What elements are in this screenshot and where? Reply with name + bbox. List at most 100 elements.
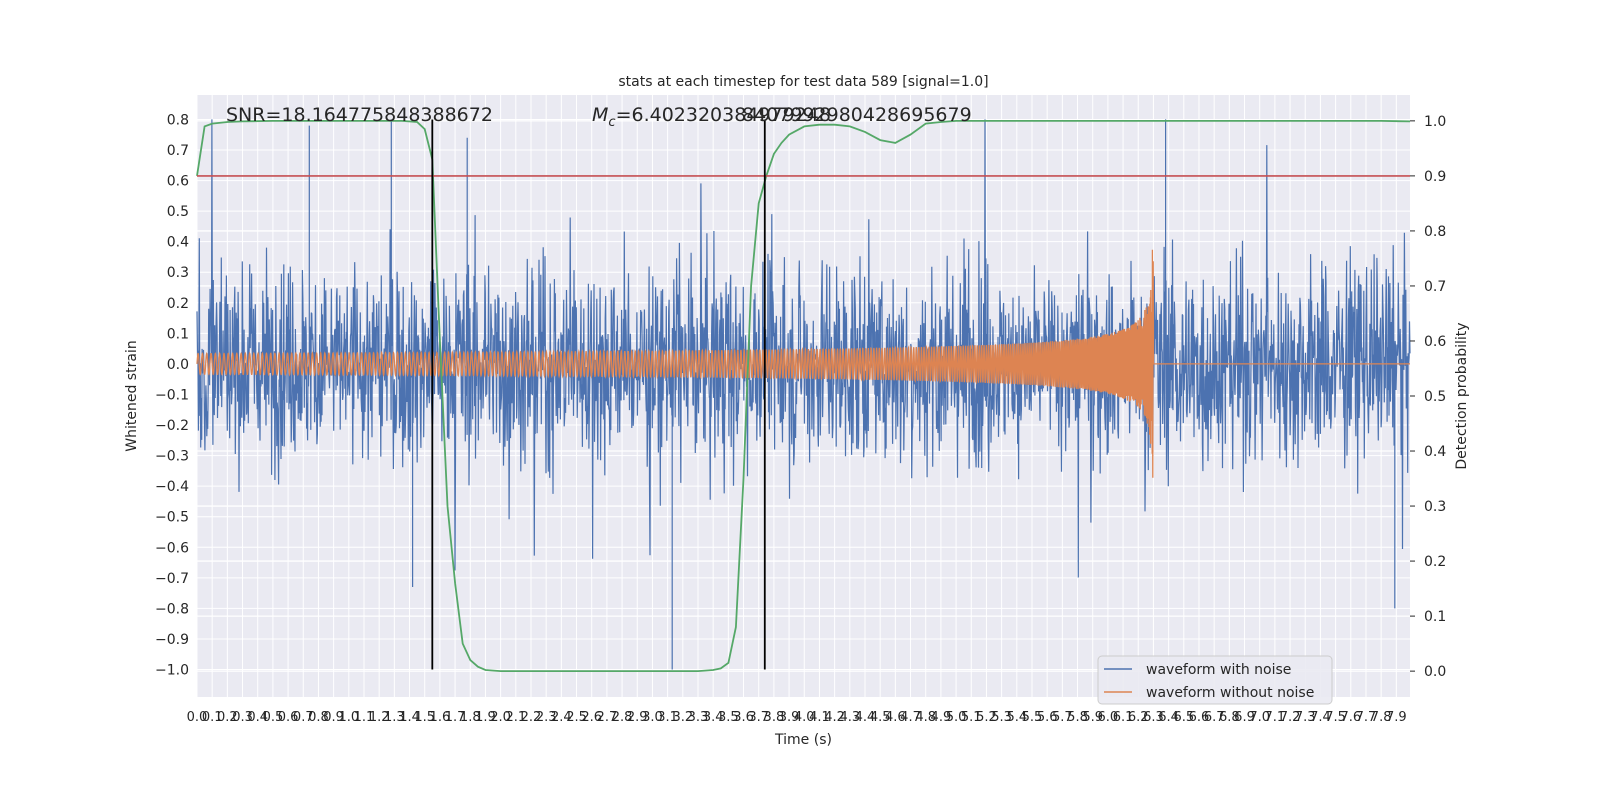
y-tick-label: 0.2	[167, 296, 189, 312]
y2-tick-label: 0.0	[1424, 664, 1446, 680]
x-tick-label: 2.5	[566, 710, 587, 725]
x-tick-label: 4.0	[794, 710, 815, 725]
x-tick-label: 5.8	[1067, 710, 1088, 725]
x-tick-label: 5.3	[991, 710, 1012, 725]
x-tick-label: 7.8	[1371, 710, 1392, 725]
y-tick-label: 0.4	[167, 235, 189, 251]
x-tick-label: 3.9	[779, 710, 800, 725]
series-detection-probability	[196, 120, 1411, 672]
x-tick-label: 5.7	[1052, 710, 1073, 725]
x-tick-label: 4.8	[915, 710, 936, 725]
x-tick-label: 5.4	[1006, 710, 1027, 725]
x-tick-label: 0.1	[202, 710, 223, 725]
x-tick-label: 0.7	[293, 710, 314, 725]
y-tick-label: 0.8	[167, 112, 189, 128]
y-tick-label: 0.3	[167, 265, 189, 281]
x-tick-label: 1.1	[354, 710, 375, 725]
y-axis-label: Whitened strain	[124, 340, 140, 451]
x-tick-label: 4.4	[855, 710, 876, 725]
y2-tick-label: 0.8	[1424, 224, 1446, 240]
y-tick-label: −0.7	[155, 571, 189, 587]
y-tick-label: 0.6	[167, 174, 189, 190]
x-tick-label: 2.9	[627, 710, 648, 725]
x-tick-label: 2.3	[536, 710, 557, 725]
y-tick-label: 0.5	[167, 204, 189, 220]
x-tick-label: 7.6	[1340, 710, 1361, 725]
x-tick-label: 6.4	[1158, 710, 1179, 725]
x-tick-label: 6.1	[1113, 710, 1134, 725]
x-tick-label: 0.9	[323, 710, 344, 725]
y2-tick-label: 0.9	[1424, 169, 1446, 185]
x-tick-label: 1.3	[384, 710, 405, 725]
clean-waveform-line	[196, 249, 1410, 478]
chirp-mass-subscript: c	[608, 115, 615, 130]
x-tick-label: 0.2	[217, 710, 238, 725]
x-tick-label: 5.2	[976, 710, 997, 725]
y-tick-label: 0.0	[167, 357, 189, 373]
x-tick-label: 4.1	[809, 710, 830, 725]
x-tick-label: 1.9	[475, 710, 496, 725]
series-waveform-without-noise	[196, 249, 1410, 478]
y2-tick-label: 0.5	[1424, 389, 1446, 405]
y-tick-label: −1.0	[155, 662, 189, 678]
y-tick-label: 0.7	[167, 143, 189, 159]
x-tick-label: 4.6	[885, 710, 906, 725]
x-tick-label: 2.6	[581, 710, 602, 725]
x-tick-label: 3.0	[642, 710, 663, 725]
x-tick-label: 6.0	[1098, 710, 1119, 725]
x-tick-label: 4.2	[824, 710, 845, 725]
y2-tick-label: 0.1	[1424, 609, 1446, 625]
x-tick-label: 5.1	[961, 710, 982, 725]
y2-axis-label: Detection probability	[1454, 322, 1470, 469]
x-axis-label: Time (s)	[774, 732, 832, 748]
y-tick-label: −0.9	[155, 632, 189, 648]
y-tick-label: −0.1	[155, 387, 189, 403]
x-tick-label: 0.0	[187, 710, 208, 725]
chart-title: stats at each timestep for test data 589…	[618, 74, 988, 90]
x-tick-label: 6.3	[1143, 710, 1164, 725]
x-tick-label: 2.0	[490, 710, 511, 725]
x-tick-label: 1.4	[399, 710, 420, 725]
y-tick-label: −0.5	[155, 510, 189, 526]
x-tick-label: 3.7	[748, 710, 769, 725]
x-tick-label: 5.5	[1022, 710, 1043, 725]
y2-tick-label: 0.6	[1424, 334, 1446, 350]
x-tick-label: 1.2	[369, 710, 390, 725]
x-tick-label: 7.7	[1356, 710, 1377, 725]
probability-line	[196, 120, 1411, 672]
chirp-mass-symbol: M	[592, 104, 608, 126]
x-tick-label: 6.9	[1234, 710, 1255, 725]
x-tick-label: 2.7	[597, 710, 618, 725]
x-tick-label: 5.0	[946, 710, 967, 725]
legend-label-noisy: waveform with noise	[1146, 662, 1291, 678]
x-tick-label: 5.6	[1037, 710, 1058, 725]
x-tick-label: 0.3	[232, 710, 253, 725]
legend-box	[1097, 655, 1333, 705]
y-tick-label: 0.1	[167, 326, 189, 342]
legend: waveform with noise waveform without noi…	[1097, 655, 1333, 705]
y-tick-label: −0.2	[155, 418, 189, 434]
x-tick-label: 0.4	[247, 710, 268, 725]
y2-tick-label: 0.2	[1424, 554, 1446, 570]
x-tick-label: 0.5	[263, 710, 284, 725]
x-tick-label: 4.9	[931, 710, 952, 725]
x-tick-label: 6.6	[1189, 710, 1210, 725]
x-tick-label: 2.8	[612, 710, 633, 725]
x-tick-label: 3.8	[764, 710, 785, 725]
x-tick-label: 7.1	[1265, 710, 1286, 725]
x-tick-label: 3.3	[688, 710, 709, 725]
chirp-mass-overlap-text: 8407992980428695679	[742, 104, 972, 126]
x-tick-label: 1.0	[338, 710, 359, 725]
x-tick-label: 2.4	[551, 710, 572, 725]
x-tick-label: 2.2	[521, 710, 542, 725]
x-tick-label: 3.2	[672, 710, 693, 725]
x-tick-label: 1.6	[430, 710, 451, 725]
y-tick-label: −0.3	[155, 449, 189, 465]
x-tick-label: 7.2	[1280, 710, 1301, 725]
y-tick-label: −0.6	[155, 540, 189, 556]
x-tick-label: 7.5	[1325, 710, 1346, 725]
y-tick-label: −0.4	[155, 479, 189, 495]
x-tick-label: 1.5	[414, 710, 435, 725]
x-tick-label: 3.5	[718, 710, 739, 725]
y2-tick-label: 0.4	[1424, 444, 1446, 460]
